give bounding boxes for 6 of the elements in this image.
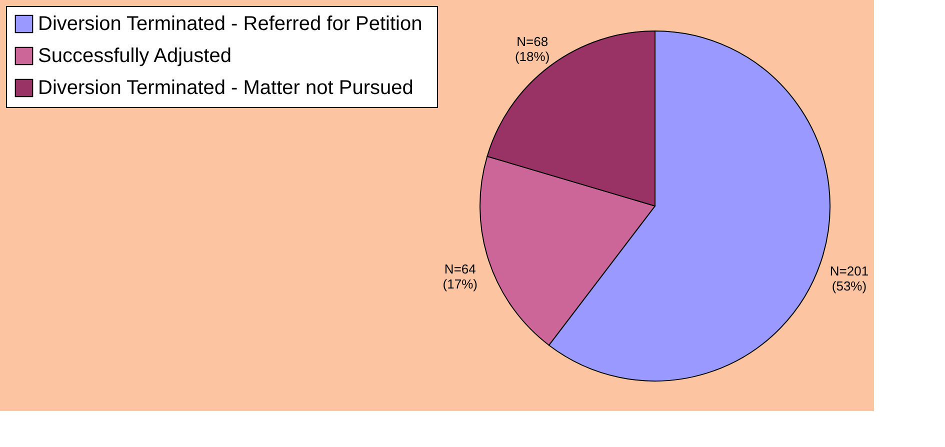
legend-label: Diversion Terminated - Matter not Pursued (38, 77, 414, 99)
legend-label: Successfully Adjusted (38, 45, 232, 67)
data-label: N=64 (17%) (442, 262, 478, 292)
legend-label: Diversion Terminated - Referred for Petition (38, 13, 422, 35)
data-label: N=68 (18%) (514, 34, 550, 64)
data-label: N=201 (53%) (830, 264, 869, 294)
